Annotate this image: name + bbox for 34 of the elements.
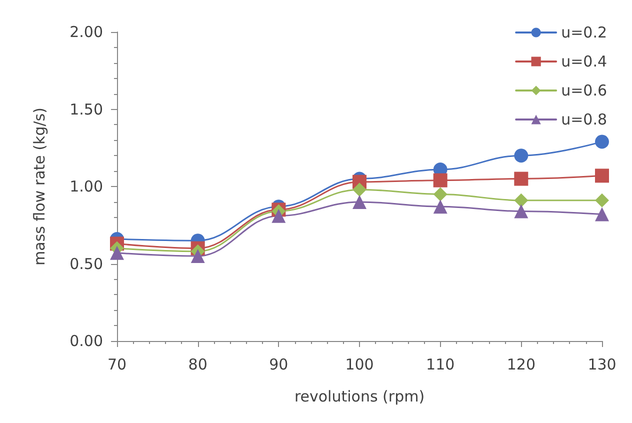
point — [352, 194, 366, 209]
point — [514, 204, 528, 218]
x-tick-label: 70 — [107, 356, 127, 374]
point — [272, 208, 286, 223]
point — [595, 207, 609, 222]
x-tick-label: 130 — [588, 356, 616, 374]
x-tick-label: 110 — [426, 356, 455, 374]
x-axis-title: revolutions (rpm) — [294, 388, 425, 406]
point — [595, 134, 609, 149]
point — [514, 148, 528, 163]
point — [514, 193, 528, 208]
legend-label: u=0.2 — [561, 24, 608, 42]
point — [110, 246, 124, 260]
x-tick-label: 100 — [345, 356, 374, 374]
legend-label: u=0.8 — [561, 110, 608, 128]
point — [595, 168, 609, 183]
legend-label: u=0.4 — [561, 52, 608, 70]
y-tick-label: 1.00 — [70, 178, 103, 196]
x-tick-label: 90 — [269, 356, 288, 374]
y-tick-label: 0.00 — [70, 332, 103, 350]
x-tick-label: 80 — [188, 356, 208, 374]
y-tick-label: 2.00 — [70, 23, 103, 41]
y-tick-label: 0.50 — [70, 254, 103, 273]
point — [433, 200, 448, 214]
point — [190, 249, 205, 264]
y-tick-label: 1.50 — [70, 100, 103, 118]
point — [595, 193, 609, 208]
x-tick-label: 120 — [506, 356, 536, 374]
point — [514, 172, 528, 186]
point — [433, 173, 448, 188]
y-axis-title: mass flow rate (kg/s) — [30, 108, 48, 266]
legend-label: u=0.6 — [561, 82, 608, 100]
point — [433, 187, 448, 202]
point — [352, 182, 366, 197]
